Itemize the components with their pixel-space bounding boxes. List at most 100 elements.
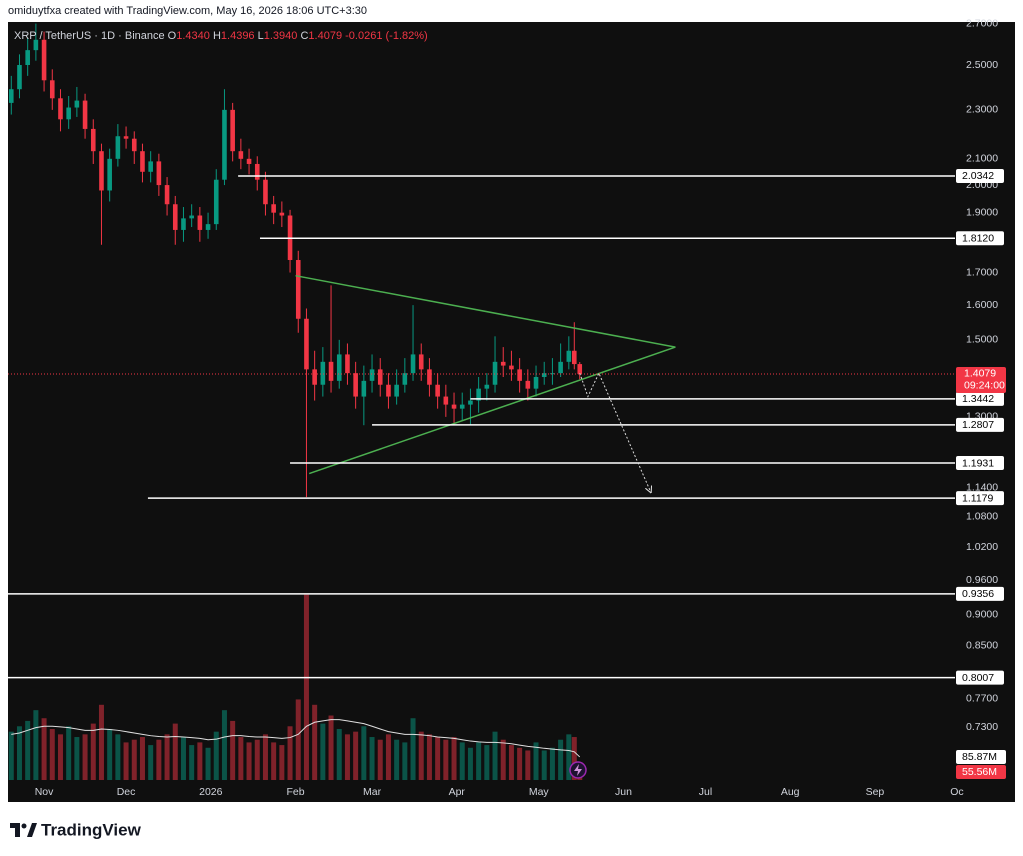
x-tick-label: Apr [449,786,466,798]
volume-bar [566,734,572,780]
candle-body [336,354,342,381]
volume-bar [549,747,555,780]
volume-bar [443,739,449,780]
candle-body [558,361,563,374]
volume-bar [189,745,195,780]
legend-value: 1.4340 [176,30,210,42]
candle-body [386,384,391,397]
candle-body [427,369,432,385]
legend-value: 1.4079 [308,30,342,42]
candle-body [394,384,399,397]
candle-body [295,260,301,319]
volume-bar [377,739,383,780]
volume-bar [148,745,154,780]
volume-ma-line [11,719,581,758]
candle-body [443,396,449,405]
y-tick-label: 0.9600 [966,574,998,586]
candle-body [156,161,162,186]
volume-bar [451,737,457,780]
candle-body [25,50,30,66]
candle-body [8,89,14,103]
trendline [295,274,676,348]
last-price-box [956,366,1006,393]
legend-key: O [168,30,177,42]
candle-body [213,179,219,225]
candle-body [361,380,367,397]
candle-body [238,151,244,159]
volume-bar [435,737,441,780]
x-tick-label: Oc [950,786,963,798]
candle-body [566,350,572,362]
volume-bar [517,747,523,780]
candle-body [181,218,186,230]
volume-bar [8,731,14,780]
candle-body [148,161,153,172]
level-label: 1.1931 [962,457,994,469]
x-tick-label: Aug [781,786,800,798]
candle-body [435,384,440,397]
candle-body [541,373,547,377]
volume-bar [500,739,506,780]
level-label: 1.1179 [962,492,993,504]
volume-bar [295,699,301,780]
level-label: 1.8120 [962,232,994,244]
brand-name: TradingView [41,820,142,839]
candle-body [484,384,490,389]
candle-body [131,138,137,152]
volume-bar [303,594,309,780]
volume-bar [115,734,121,780]
candle-body [263,179,268,205]
volume-bar [533,742,539,780]
candle-body [451,404,457,409]
candle-body [550,373,555,375]
volume-bar [131,739,137,780]
level-label-box [956,586,1004,601]
candle-body [517,369,522,381]
volume-bar [361,726,367,780]
countdown-label: 09:24:00 [964,380,1005,392]
legend-change: -0.0261 (-1.82%) [345,30,428,42]
last-price-label: 1.4079 [964,368,996,380]
axes: 2.70002.50002.30002.10002.00001.90001.70… [35,17,1006,798]
legend-value: 1.4396 [221,30,255,42]
volume-bar [369,737,375,780]
candle-body [279,212,285,216]
candle-body [271,204,276,213]
candle-body [328,361,334,381]
y-tick-label: 2.1000 [966,153,998,165]
level-label-box [956,231,1004,246]
volume-bar [66,726,72,780]
candle-body [459,404,465,409]
x-tick-label: 2026 [199,786,223,798]
x-tick-label: Jul [699,786,712,798]
x-tick-label: Dec [117,786,136,798]
candle-body [205,224,211,230]
y-tick-label: 1.9000 [966,206,998,218]
volume-bar [344,734,350,780]
volume-bar [180,737,186,780]
volume-bar [484,745,490,780]
candle-body [571,350,577,365]
volume-label-box [956,764,1006,779]
candle-body [172,204,178,230]
header-text: omiduytfxa created with TradingView.com,… [8,5,367,17]
candle-body [82,100,88,129]
candle-body [525,380,531,389]
volume-bar [353,731,359,780]
candle-body [246,158,252,164]
volume-label-box [956,749,1006,764]
volume-bar [107,728,113,780]
x-tick-label: Feb [286,786,304,798]
candle-body [345,354,350,374]
level-label: 0.8007 [962,672,994,684]
x-tick-label: Nov [35,786,54,798]
candle-body [140,151,145,172]
volume-bar [57,734,63,780]
y-tick-label: 0.7700 [966,692,998,704]
volume-bar [320,723,326,780]
volume-label: 85.87M [962,751,997,763]
candle-body [304,318,309,370]
volume-bar [221,710,227,780]
